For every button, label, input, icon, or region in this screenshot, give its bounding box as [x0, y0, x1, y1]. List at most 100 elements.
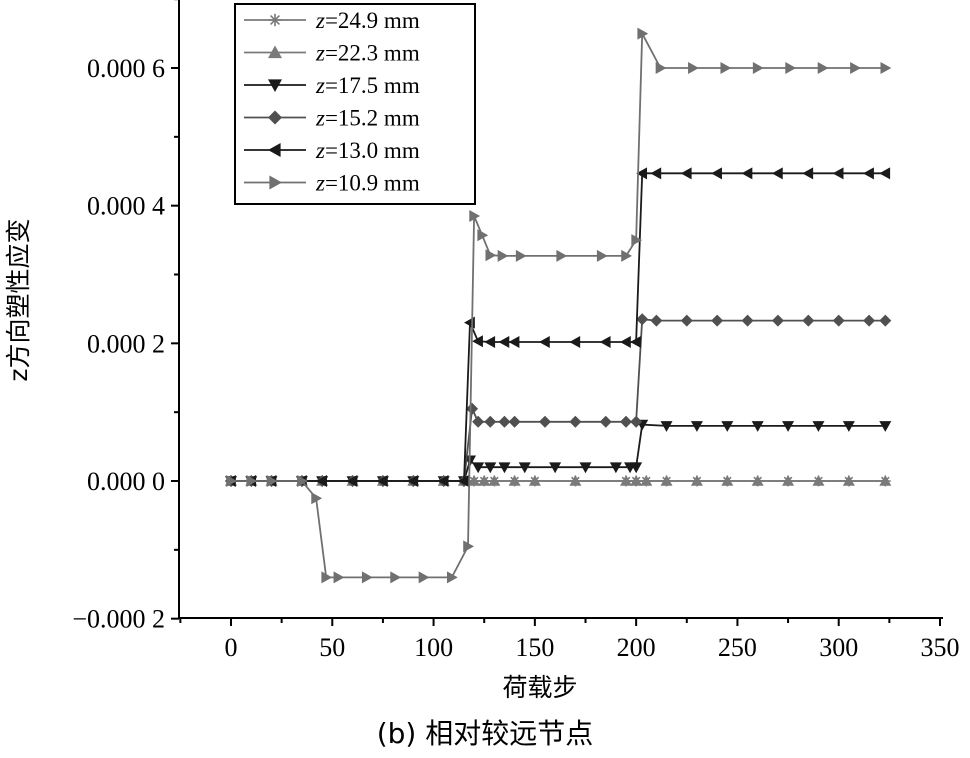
legend-marker: [269, 175, 282, 190]
legend-entry: z=13.0 mm: [244, 138, 420, 163]
data-point: [711, 314, 724, 327]
y-tick-label: −0.000 2: [72, 605, 165, 634]
data-point: [579, 462, 592, 474]
data-point: [620, 475, 633, 486]
data-point: [785, 62, 797, 74]
series-4: [225, 313, 892, 487]
series-line: [231, 423, 886, 482]
data-point: [621, 249, 633, 262]
data-point: [538, 415, 551, 428]
data-point: [390, 571, 402, 584]
data-point: [498, 462, 511, 474]
data-point: [246, 475, 258, 487]
data-point: [484, 415, 497, 428]
legend-entry: z=10.9 mm: [244, 171, 420, 196]
legend-marker: [268, 13, 282, 27]
data-point: [466, 402, 479, 415]
data-point: [418, 571, 430, 584]
data-point: [630, 415, 643, 428]
data-point: [472, 335, 483, 348]
series-5: [225, 167, 891, 487]
data-point: [457, 475, 469, 487]
data-point: [660, 475, 673, 486]
data-point: [630, 335, 641, 348]
data-point: [321, 571, 333, 584]
data-point: [680, 314, 693, 327]
x-axis-title: 荷载步: [502, 673, 577, 702]
data-point: [817, 62, 829, 74]
data-point: [596, 249, 608, 262]
data-point: [771, 167, 783, 180]
data-point: [842, 421, 855, 432]
legend-entry: z=22.3 mm: [244, 41, 420, 66]
data-point: [850, 62, 861, 74]
data-point: [655, 62, 667, 74]
data-point: [863, 314, 876, 327]
data-point: [549, 462, 562, 474]
data-point: [771, 314, 784, 327]
data-point: [880, 62, 892, 74]
legend-entries: z=24.9 mm z=22.3 mm z=17.5 mm z=15.2 mm z=13…: [244, 8, 420, 196]
y-tick-label: 0.000 0: [87, 467, 165, 496]
data-point: [782, 421, 795, 432]
x-tick-label: 50: [319, 633, 345, 662]
legend: z=24.9 mm z=22.3 mm z=17.5 mm z=15.2 mm z=13…: [234, 3, 476, 205]
legend-label: z=22.3 mm: [315, 41, 420, 66]
x-tick-label: 200: [617, 633, 656, 662]
data-point: [609, 462, 622, 474]
data-point: [599, 415, 612, 428]
data-point: [407, 475, 419, 487]
data-point: [711, 167, 722, 180]
data-point: [660, 421, 673, 432]
data-point: [751, 421, 764, 432]
data-point: [879, 421, 892, 432]
data-point: [515, 249, 527, 262]
y-axis-title: z方向塑性应变: [4, 218, 33, 381]
data-point: [497, 249, 509, 262]
data-point: [650, 314, 663, 327]
data-point: [637, 27, 649, 40]
data-point: [498, 415, 511, 428]
data-point: [376, 475, 388, 487]
legend-label: z=15.2 mm: [315, 106, 420, 131]
data-point: [569, 475, 582, 486]
data-point: [879, 314, 892, 327]
data-point: [518, 462, 531, 474]
data-point: [782, 475, 795, 486]
data-point: [832, 314, 845, 327]
data-point: [437, 475, 449, 487]
data-point: [226, 475, 237, 487]
series-line: [231, 318, 886, 482]
data-point: [879, 167, 891, 180]
data-point: [690, 421, 703, 432]
data-point: [879, 475, 892, 486]
data-point: [636, 167, 648, 180]
ticks: 0 50 100 150 200 250 300 350 −0.000 2 0.000 0 0.00…: [72, 0, 960, 662]
y-tick-label: 0.000 2: [87, 329, 165, 358]
data-point: [802, 314, 815, 327]
data-point: [346, 475, 358, 487]
data-point: [812, 475, 825, 486]
data-point: [361, 571, 373, 584]
legend-marker: [268, 79, 282, 92]
data-point: [741, 314, 754, 327]
x-tick-label: 100: [414, 633, 453, 662]
series-line: [231, 172, 886, 482]
data-point: [812, 421, 825, 432]
x-tick-label: 150: [515, 633, 554, 662]
data-point: [508, 415, 521, 428]
data-point: [508, 475, 521, 486]
data-point: [752, 62, 764, 74]
data-point: [569, 415, 582, 428]
data-point: [556, 249, 568, 262]
chart: 0 50 100 150 200 250 300 350 −0.000 2 0.000 0 0.00…: [4, 0, 960, 702]
legend-label: z=17.5 mm: [315, 73, 420, 98]
data-point: [569, 335, 581, 348]
data-point: [842, 475, 855, 486]
data-point: [741, 167, 753, 180]
data-point: [447, 571, 458, 584]
data-point: [316, 475, 327, 487]
data-point: [863, 167, 874, 180]
data-point: [751, 475, 764, 486]
data-point: [311, 492, 323, 505]
